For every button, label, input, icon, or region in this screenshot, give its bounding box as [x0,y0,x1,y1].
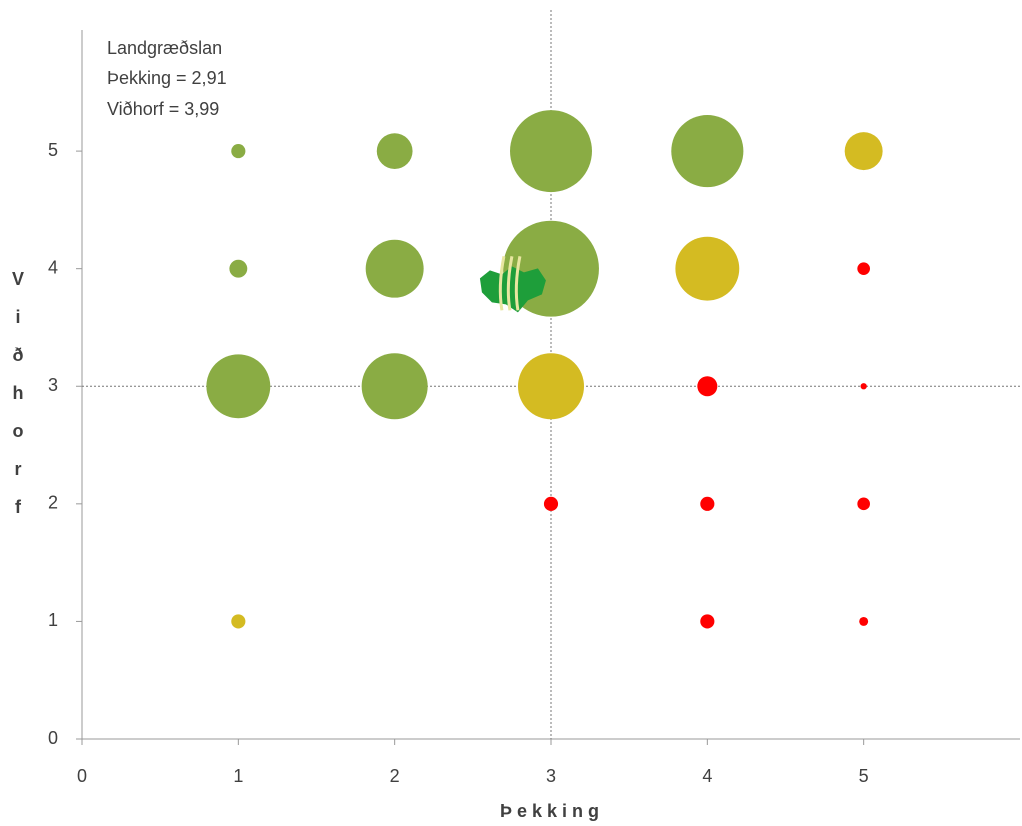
bubble [857,262,870,276]
bubble [844,132,883,171]
y-tick-label: 1 [48,610,58,630]
bubble [543,496,559,511]
marker-grass [514,256,522,311]
bubble [675,236,740,301]
bubble [700,496,715,511]
bubble [860,383,867,390]
bubble [510,110,592,193]
bubble [697,376,718,397]
x-tick-label: 3 [546,766,556,786]
bubble [206,354,271,419]
bubble [231,144,246,159]
annotation: Þekking = 2,91 [107,68,227,88]
x-tick-label: 5 [859,766,869,786]
y-tick-label: 2 [48,493,58,513]
bubble [365,239,424,298]
bubble [361,353,428,420]
y-tick-label: 4 [48,257,58,277]
bubble [376,133,413,169]
y-tick-label: 3 [48,375,58,395]
bubble [671,115,744,188]
marker-grass [498,256,506,311]
x-tick-label: 2 [390,766,400,786]
marker-grass [506,256,514,311]
annotation: Landgræðslan [107,38,222,58]
annotation: Viðhorf = 3,99 [107,99,219,119]
x-tick-label: 4 [702,766,712,786]
x-axis-label: Þekking [500,801,604,821]
y-tick-label: 0 [48,728,58,748]
bubble [859,616,869,626]
bubble [229,259,248,278]
x-tick-label: 1 [233,766,243,786]
marker-shape [479,266,546,313]
bubble [517,353,585,420]
x-tick-label: 0 [77,766,87,786]
y-tick-label: 5 [48,140,58,160]
bubble [857,497,870,511]
bubble [700,614,715,629]
marker-icon [479,256,546,313]
bubble [231,614,246,629]
